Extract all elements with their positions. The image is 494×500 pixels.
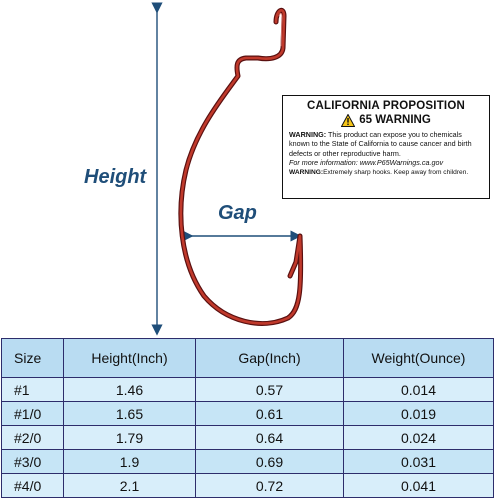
hook-shape xyxy=(178,7,304,326)
cell-gap: 0.61 xyxy=(195,401,344,426)
cell-size: #4/0 xyxy=(1,473,64,498)
hook-illustration xyxy=(151,2,304,336)
table-row: #1 1.46 0.57 0.014 xyxy=(1,377,494,402)
specs-table: Size Height(Inch) Gap(Inch) Weight(Ounce… xyxy=(1,338,494,498)
cell-size: #1 xyxy=(1,377,64,402)
cell-gap: 0.69 xyxy=(195,449,344,474)
warning-info: For more information: www.P65Warnings.ca… xyxy=(289,158,444,168)
sharp-warning-label: WARNING: xyxy=(289,168,324,176)
warning-title-line2: 65 WARNING xyxy=(289,113,483,128)
gap-label: Gap xyxy=(218,202,257,224)
table-row: #4/0 2.1 0.72 0.041 xyxy=(1,473,494,498)
sharp-warning-text: Extremely sharp hooks. Keep away from ch… xyxy=(323,168,469,176)
warning-text: This product can expose you to chemicals… xyxy=(289,130,472,158)
cell-weight: 0.024 xyxy=(343,425,494,450)
header-size: Size xyxy=(1,338,64,378)
cell-height: 1.9 xyxy=(63,449,196,474)
prop65-warning-box: CALIFORNIA PROPOSITION 65 WARNING WARNIN… xyxy=(282,95,490,199)
header-gap: Gap(Inch) xyxy=(195,338,344,378)
warning-title: CALIFORNIA PROPOSITION xyxy=(307,100,465,112)
hook-diagram: Height Gap CALIFORNIA PROPOSITION 65 WAR… xyxy=(84,2,490,336)
cell-weight: 0.019 xyxy=(343,401,494,426)
table-header-row: Size Height(Inch) Gap(Inch) Weight(Ounce… xyxy=(1,338,494,378)
header-height: Height(Inch) xyxy=(63,338,196,378)
cell-weight: 0.031 xyxy=(343,449,494,474)
warning-label: WARNING: xyxy=(289,130,327,139)
height-label: Height xyxy=(84,166,147,188)
warning-triangle-icon xyxy=(341,114,356,127)
cell-size: #1/0 xyxy=(1,401,64,426)
cell-gap: 0.72 xyxy=(195,473,344,498)
cell-height: 1.46 xyxy=(63,377,196,402)
cell-size: #2/0 xyxy=(1,425,64,450)
cell-weight: 0.041 xyxy=(343,473,494,498)
cell-gap: 0.57 xyxy=(195,377,344,402)
table-row: #2/0 1.79 0.64 0.024 xyxy=(1,425,494,450)
cell-size: #3/0 xyxy=(1,449,64,474)
cell-height: 1.79 xyxy=(63,425,196,450)
header-weight: Weight(Ounce) xyxy=(343,338,494,378)
warning-body: WARNING: This product can expose you to … xyxy=(289,130,483,158)
cell-height: 2.1 xyxy=(63,473,196,498)
table-row: #3/0 1.9 0.69 0.031 xyxy=(1,449,494,474)
cell-height: 1.65 xyxy=(63,401,196,426)
sharp-warning: WARNING:Extremely sharp hooks. Keep away… xyxy=(289,168,483,177)
table-row: #1/0 1.65 0.61 0.019 xyxy=(1,401,494,426)
cell-weight: 0.014 xyxy=(343,377,494,402)
warning-subtitle: 65 WARNING xyxy=(359,114,431,126)
cell-gap: 0.64 xyxy=(195,425,344,450)
